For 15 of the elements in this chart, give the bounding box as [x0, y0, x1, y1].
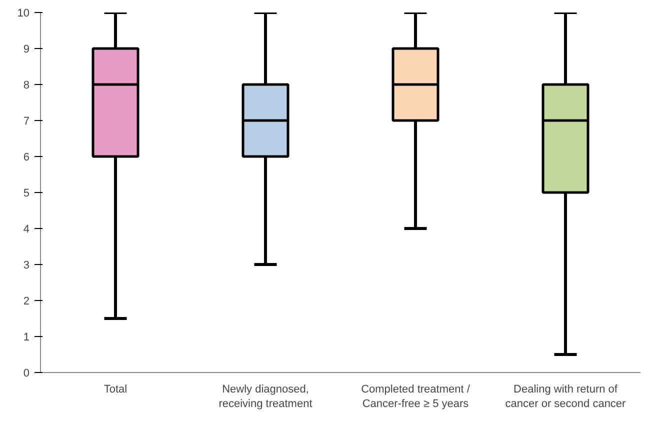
y-tick-label: 9: [23, 44, 30, 56]
x-tick-label: Completed treatment / Cancer-free ≥ 5 years: [361, 384, 471, 410]
y-tick-label: 5: [23, 188, 30, 200]
x-tick-label: Dealing with return of cancer or second cancer: [505, 384, 626, 410]
y-tick-label: 0: [23, 368, 30, 380]
y-tick-label: 3: [23, 260, 30, 272]
y-tick-label: 8: [23, 80, 30, 92]
y-tick-label: 10: [17, 8, 30, 20]
x-tick-label: Newly diagnosed, receiving treatment: [218, 384, 312, 410]
y-tick-label: 7: [23, 116, 30, 128]
y-tick-label: 2: [23, 296, 30, 308]
x-tick-label: Total: [104, 384, 128, 396]
y-tick-label: 1: [23, 332, 30, 344]
y-tick-label: 6: [23, 152, 30, 164]
y-tick-label: 4: [23, 224, 30, 236]
